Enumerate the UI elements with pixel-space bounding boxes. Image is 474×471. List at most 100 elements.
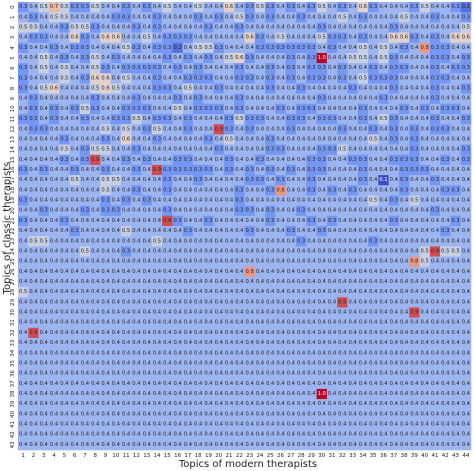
heatmap-cell — [254, 124, 266, 135]
heatmap-cell — [100, 73, 111, 84]
cell-value-label: 0.4 — [163, 136, 172, 142]
cell-value-label: 0.4 — [101, 269, 110, 275]
cell-value-label: 0.3 — [441, 55, 449, 61]
heatmap-cell — [337, 32, 348, 44]
heatmap-cell — [28, 164, 39, 176]
cell-value-label: 0.4 — [318, 442, 327, 448]
cell-value-label: 0.5 — [359, 45, 367, 51]
heatmap-cell — [110, 246, 122, 257]
cell-value-label: 0.3 — [390, 218, 398, 224]
cell-value-label: 0.4 — [390, 259, 399, 265]
cell-value-label: 0.4 — [462, 45, 471, 51]
cell-value-label: 0.4 — [256, 259, 265, 265]
cell-value-label: 0.4 — [379, 371, 388, 377]
cell-value-label: 0.4 — [204, 208, 213, 214]
heatmap-cell — [213, 154, 225, 166]
cell-value-label: 0.4 — [256, 106, 265, 112]
cell-value-label: 0.6 — [101, 86, 109, 92]
heatmap-cell — [285, 12, 297, 23]
heatmap-cell — [59, 42, 70, 54]
cell-value-label: 0.4 — [287, 391, 296, 397]
cell-value-label: 0.4 — [276, 65, 285, 71]
heatmap-cell — [285, 256, 297, 268]
x-tick-label: 14 — [153, 453, 160, 459]
cell-value-label: 0.4 — [307, 391, 316, 397]
cell-value-label: 0.4 — [132, 371, 141, 377]
cell-value-label: 0.4 — [143, 381, 152, 387]
cell-value-label: 0.4 — [246, 411, 255, 417]
cell-value-label: 0.4 — [359, 228, 368, 234]
cell-value-label: 0.5 — [421, 259, 429, 265]
cell-value-label: 0.4 — [410, 320, 419, 326]
cell-value-label: 0.4 — [132, 126, 141, 132]
cell-value-label: 0.4 — [81, 187, 90, 193]
cell-value-label: 0.3 — [307, 4, 315, 10]
cell-value-label: 0.4 — [60, 310, 69, 316]
heatmap-cell — [409, 154, 420, 166]
heatmap-cell — [460, 124, 472, 135]
heatmap-cell — [347, 12, 359, 23]
cell-value-label: 0.4 — [50, 442, 59, 448]
heatmap-cell — [213, 32, 225, 44]
cell-value-label: 0.4 — [369, 330, 378, 336]
cell-value-label: 0.4 — [143, 279, 152, 285]
heatmap-cell — [347, 175, 359, 186]
heatmap-cell — [368, 124, 379, 135]
cell-value-label: 0.4 — [287, 401, 296, 407]
cell-value-label: 0.4 — [50, 238, 59, 244]
cell-value-label: 0.4 — [256, 289, 265, 295]
heatmap-cell — [234, 134, 245, 145]
cell-value-label: 0.4 — [318, 259, 327, 265]
heatmap-cell — [285, 154, 297, 166]
cell-value-label: 0.4 — [276, 4, 285, 10]
heatmap-cell — [316, 93, 328, 105]
cell-value-label: 0.4 — [441, 401, 450, 407]
cell-value-label: 0.4 — [112, 360, 121, 366]
heatmap-cell — [151, 195, 163, 206]
cell-value-label: 0.4 — [379, 279, 388, 285]
heatmap-cell — [38, 103, 50, 115]
heatmap-cell — [378, 114, 389, 125]
heatmap-cell — [213, 134, 225, 145]
cell-value-label: 0.4 — [60, 35, 69, 41]
cell-value-label: 0.4 — [348, 4, 357, 10]
cell-value-label: 0.4 — [328, 238, 337, 244]
cell-value-label: 0.4 — [194, 371, 203, 377]
cell-value-label: 0.3 — [431, 86, 439, 92]
cell-value-label: 0.4 — [204, 157, 213, 163]
cell-value-label: 0.4 — [328, 228, 337, 234]
cell-value-label: 0.4 — [451, 55, 460, 61]
cell-value-label: 0.4 — [246, 360, 255, 366]
cell-value-label: 0.7 — [50, 4, 58, 10]
heatmap-cell — [59, 124, 70, 135]
cell-value-label: 0.4 — [81, 86, 90, 92]
cell-value-label: 0.4 — [50, 248, 59, 254]
heatmap-cell — [172, 226, 184, 237]
heatmap-cell — [48, 114, 60, 125]
cell-value-label: 0.3 — [70, 167, 78, 173]
cell-value-label: 0.3 — [204, 24, 212, 30]
cell-value-label: 0.4 — [235, 218, 244, 224]
cell-value-label: 0.3 — [163, 177, 171, 183]
heatmap-cell — [450, 12, 462, 23]
cell-value-label: 0.4 — [431, 299, 440, 305]
heatmap-cell — [460, 226, 472, 237]
cell-value-label: 0.3 — [153, 65, 161, 71]
cell-value-label: 0.3 — [81, 45, 89, 51]
heatmap-cell — [316, 134, 328, 145]
cell-value-label: 0.4 — [225, 228, 234, 234]
cell-value-label: 0.3 — [441, 126, 449, 132]
cell-value-label: 0.6 — [112, 35, 120, 41]
cell-value-label: 0.4 — [410, 228, 419, 234]
heatmap-cell — [337, 12, 348, 23]
heatmap-cell — [151, 52, 163, 64]
heatmap-cell — [378, 185, 389, 196]
heatmap-cell — [38, 256, 50, 268]
heatmap-cell — [151, 83, 163, 94]
heatmap-cell — [368, 205, 379, 217]
cell-value-label: 0.4 — [163, 330, 172, 336]
cell-value-label: 0.4 — [287, 289, 296, 295]
heatmap-cell — [213, 42, 225, 54]
cell-value-label: 0.4 — [359, 432, 368, 438]
cell-value-label: 0.5 — [60, 147, 68, 153]
